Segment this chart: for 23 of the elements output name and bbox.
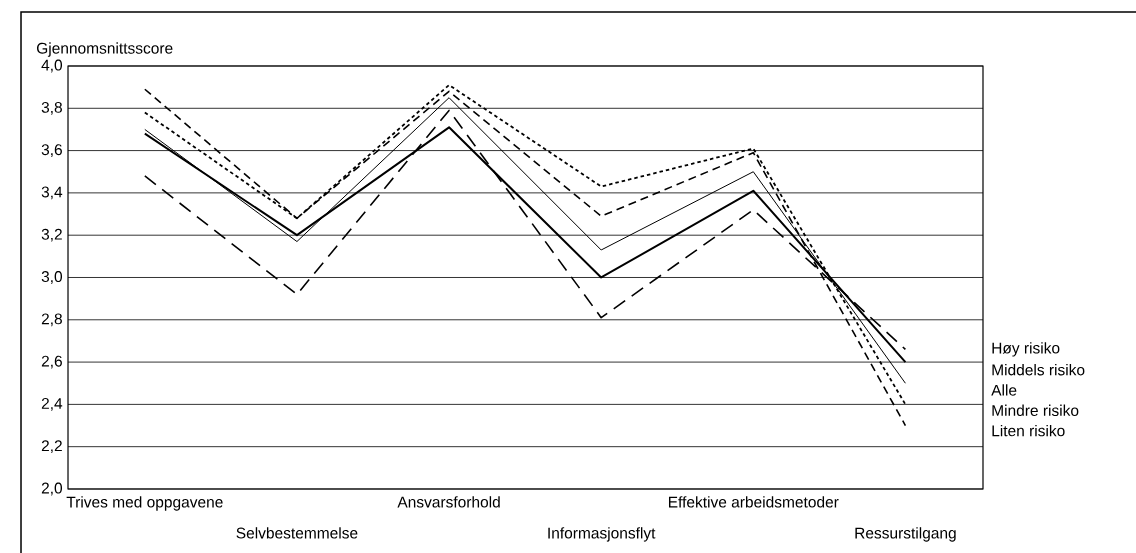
y-tick-label: 2,0 — [41, 482, 63, 496]
text: Liten risiko — [992, 424, 1065, 437]
text: Alle — [991, 384, 1017, 396]
y-axis-title: Gjennomsnittsscore — [36, 42, 173, 57]
x-tick-label: Selvbestemmelse — [236, 527, 358, 539]
y-tick-label: 2,4 — [41, 397, 63, 411]
y-tick-label: 2,2 — [41, 440, 62, 454]
y-tick-label: 3,6 — [41, 144, 62, 157]
y-tick-label: 3,0 — [41, 271, 63, 284]
y-tick-label: 2,6 — [41, 355, 62, 369]
x-tick-label: Informasjonsflyt — [548, 527, 656, 542]
y-tick-label: 2,8 — [41, 313, 62, 327]
y-tick-label: 3,4 — [41, 186, 63, 200]
y-tick-label: 4,0 — [41, 59, 63, 73]
text: Middels risiko — [992, 364, 1085, 376]
y-tick-label: 3,8 — [41, 101, 62, 115]
text: Høy risiko — [992, 342, 1060, 357]
x-tick-label: Ansvarsforhold — [397, 496, 500, 508]
x-tick-label: Ressurstilgang — [855, 527, 956, 542]
x-tick-label: Trives med oppgavene — [66, 496, 223, 511]
y-tick-label: 3,2 — [41, 228, 62, 242]
text: Mindre risiko — [992, 404, 1079, 417]
x-tick-label: Effektive arbeidsmetoder — [668, 496, 839, 508]
